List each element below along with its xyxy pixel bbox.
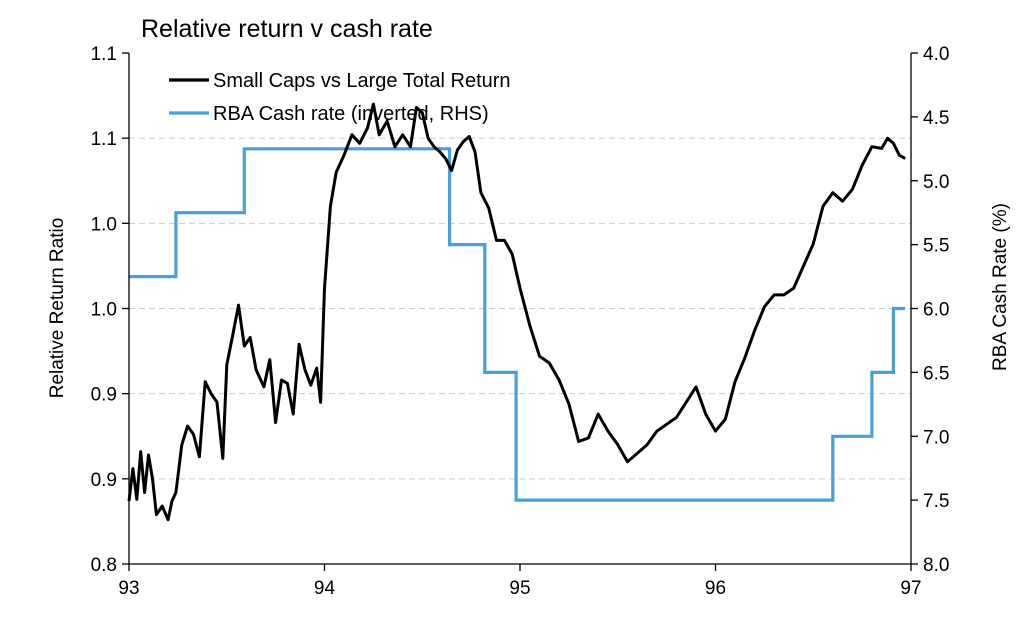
legend-label-relative-return: Small Caps vs Large Total Return (213, 70, 511, 92)
x-tick-label: 93 (118, 578, 139, 599)
x-tick-label: 97 (900, 578, 921, 599)
y2-tick-label: 6.5 (923, 363, 949, 384)
y2-tick-label: 5.0 (923, 172, 949, 193)
gridlines (129, 137, 911, 480)
y2-tick-label: 5.5 (923, 236, 949, 257)
y-tick-label: 1.1 (91, 44, 117, 65)
x-tick-label: 95 (509, 578, 530, 599)
relative-return-line (127, 102, 906, 522)
y2-tick-label: 4.0 (923, 44, 949, 65)
x-axis-ticks: 93 94 95 96 97 (118, 564, 922, 599)
right-axis-title: RBA Cash Rate (%) (990, 203, 1011, 371)
cash-rate-line (129, 147, 906, 502)
chart-title: Relative return v cash rate (141, 15, 433, 43)
y2-tick-label: 6.0 (923, 300, 949, 321)
x-tick-label: 94 (314, 578, 336, 599)
legend-label-cash-rate: RBA Cash rate (inverted, RHS) (213, 103, 489, 125)
left-axis-title: Relative Return Ratio (47, 218, 68, 399)
relative-return-series (127, 102, 906, 522)
left-axis-ticks: 1.1 1.1 1.0 1.0 0.9 0.9 0.8 (91, 44, 129, 576)
y2-tick-label: 8.0 (923, 555, 949, 576)
cash-rate-series (128, 147, 906, 502)
right-axis-ticks: 4.0 4.5 5.0 5.5 6.0 6.5 7.0 7.5 8.0 (911, 44, 949, 576)
legend: Small Caps vs Large Total Return RBA Cas… (169, 70, 511, 125)
y2-tick-label: 7.5 (923, 491, 949, 512)
y-tick-label: 0.9 (91, 470, 117, 491)
y-tick-label: 1.0 (91, 300, 117, 321)
x-tick-label: 96 (705, 578, 726, 599)
y2-tick-label: 4.5 (923, 108, 949, 129)
y-tick-label: 1.0 (91, 214, 117, 235)
y-tick-label: 1.1 (91, 129, 117, 150)
y-tick-label: 0.8 (91, 555, 117, 576)
y-tick-label: 0.9 (91, 385, 117, 406)
y2-tick-label: 7.0 (923, 427, 949, 448)
